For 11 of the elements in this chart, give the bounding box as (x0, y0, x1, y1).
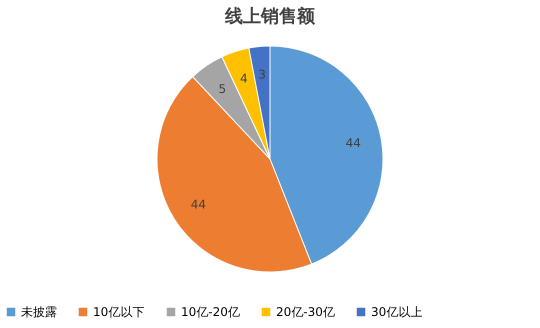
chart-title: 线上销售额 (224, 6, 316, 27)
data-label: 3 (258, 68, 266, 82)
data-label: 5 (218, 82, 226, 96)
legend-label: 30亿以上 (371, 305, 422, 319)
legend-label: 10亿以下 (93, 305, 144, 319)
data-label: 44 (346, 136, 361, 150)
legend-label: 10亿-20亿 (181, 305, 240, 319)
data-label: 44 (190, 197, 206, 212)
data-label: 4 (240, 71, 248, 86)
legend-label: 20亿-30亿 (276, 305, 335, 319)
legend-label: 未披露 (21, 305, 57, 319)
